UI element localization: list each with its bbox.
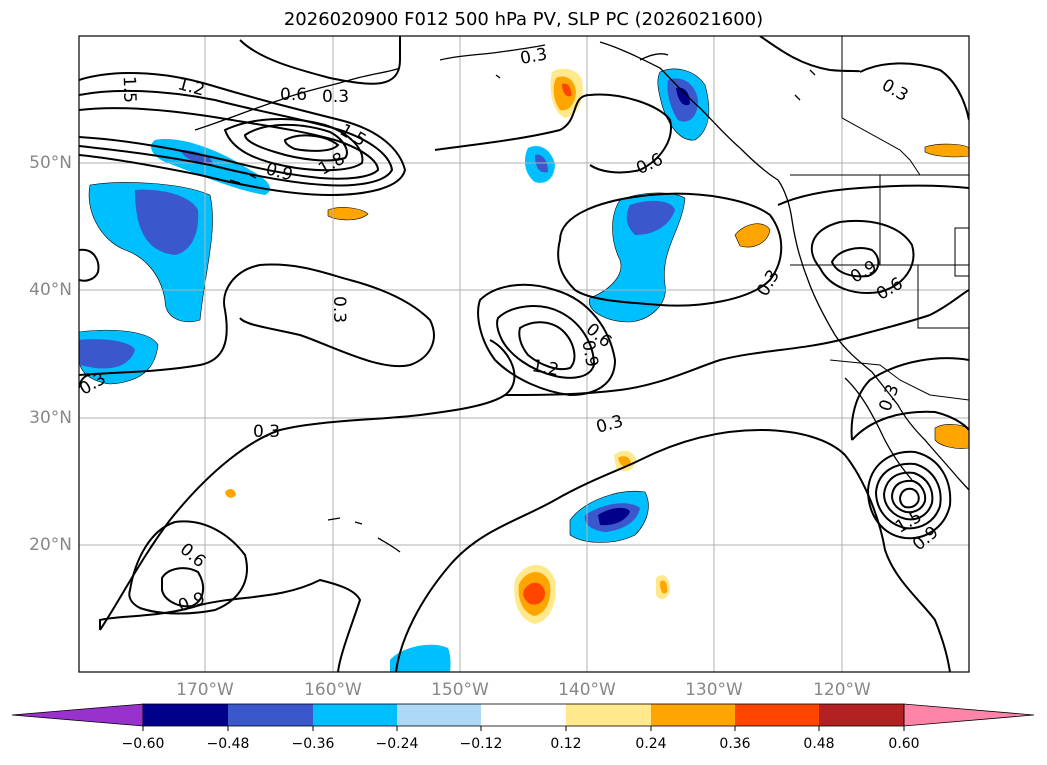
colorbar-tick-label: −0.24	[375, 736, 419, 752]
colorbar-tick-label: −0.60	[121, 736, 165, 752]
colorbar-tick-label: −0.12	[459, 736, 503, 752]
map-border	[78, 35, 970, 673]
colorbar	[11, 703, 1035, 731]
colorbar-segment	[313, 704, 397, 726]
country-borders	[790, 36, 969, 401]
contour-label: 1.2	[530, 356, 560, 380]
colorbar-tick-label: 0.48	[803, 736, 835, 752]
colorbar-extend-min	[11, 703, 144, 727]
colorbar-segment	[143, 704, 228, 726]
colorbar-segment	[397, 704, 481, 726]
colorbar-tick-label: −0.36	[291, 736, 335, 752]
coastlines	[194, 41, 969, 553]
colorbar-tick-label: −0.48	[206, 736, 250, 752]
contour-label: 0.9	[577, 339, 601, 369]
colorbar-segment	[735, 704, 819, 726]
lat-label-20n: 20°N	[29, 535, 72, 555]
colorbar-extend-max	[903, 703, 1035, 727]
contour-label: 0.3	[329, 296, 349, 323]
colorbar-tick-label: 0.60	[888, 736, 920, 752]
colorbar-segment	[228, 704, 313, 726]
slp-contours	[79, 36, 969, 672]
colorbar-tick-label: 0.12	[550, 736, 582, 752]
contour-label: 0.3	[322, 87, 349, 107]
colorbar-segment	[819, 704, 904, 726]
colorbar-tick-label: 0.24	[635, 736, 667, 752]
lon-label-130w: 130°W	[685, 680, 743, 700]
contour-label: 0.6	[280, 85, 307, 105]
lat-label-30n: 30°N	[29, 408, 72, 428]
contour-label: 0.3	[519, 45, 549, 69]
lon-label-170w: 170°W	[176, 680, 234, 700]
lon-label-160w: 160°W	[304, 680, 362, 700]
lon-label-120w: 120°W	[813, 680, 871, 700]
lon-label-150w: 150°W	[431, 680, 489, 700]
colorbar-tick-label: 0.36	[719, 736, 751, 752]
colorbar-segment	[481, 704, 566, 726]
colorbar-segment	[651, 704, 735, 726]
contour-label: 0.3	[253, 422, 280, 442]
figure-title: 2026020900 F012 500 hPa PV, SLP PC (2026…	[283, 9, 764, 30]
positive-pv-shading	[225, 68, 969, 624]
contour-label: 1.5	[119, 76, 140, 104]
lat-label-40n: 40°N	[29, 280, 72, 300]
lon-label-140w: 140°W	[558, 680, 616, 700]
colorbar-segment	[566, 704, 651, 726]
lat-label-50n: 50°N	[29, 153, 72, 173]
map-area: 1.5 1.2 0.6 0.3 1.5 1.8 0.9 0.3 0.6 0.3 …	[79, 36, 969, 672]
